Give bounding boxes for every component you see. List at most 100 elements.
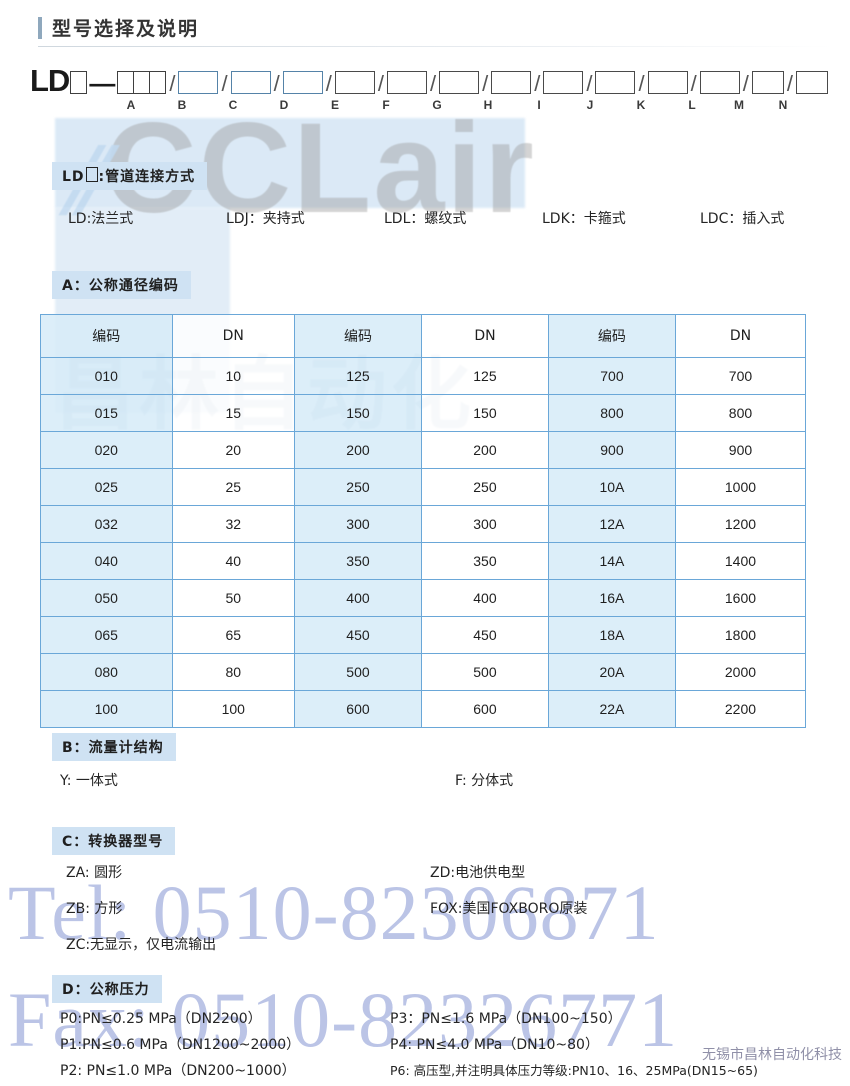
table-cell-dn: 40	[171, 542, 295, 580]
table-header-dn-2: DN	[420, 314, 549, 358]
table-cell-code: 015	[40, 394, 173, 432]
model-letter-c: C	[228, 98, 238, 112]
model-letter-f: F	[382, 98, 390, 112]
table-body: 010 10 125 125 700 700 015 15 150 150 800 800 020 20 2…	[40, 357, 807, 728]
chip-ld-prefix: LD	[62, 169, 85, 185]
model-slash-5: /	[377, 71, 384, 96]
section-chip-d: D：公称压力	[52, 975, 162, 1003]
ld-option-2: LDL：螺纹式	[384, 211, 467, 227]
table-header-dn-3: DN	[674, 314, 807, 358]
model-letter-n: N	[778, 98, 788, 112]
model-letter-b: B	[177, 98, 187, 112]
table-cell-dn: 80	[171, 653, 295, 691]
model-slash-7: /	[482, 71, 489, 96]
model-slash-9: /	[586, 71, 593, 96]
model-box-d	[282, 71, 323, 94]
section-c-right-options: ZD:电池供电型 FOX:美国FOXBORO原装	[430, 862, 587, 934]
table-cell-code: 150	[293, 394, 422, 432]
table-cell-code: 010	[40, 357, 173, 395]
table-row: 010 10 125 125 700 700	[40, 357, 807, 395]
table-cell-dn: 900	[674, 431, 807, 469]
table-cell-dn: 250	[420, 468, 549, 506]
table-cell-code: 16A	[547, 579, 676, 617]
table-cell-dn: 20	[171, 431, 295, 469]
table-header-row: 编码 DN 编码 DN 编码 DN	[40, 314, 807, 358]
table-row: 032 32 300 300 12A 1200	[40, 505, 807, 543]
model-code-letters: A B C D E F G H I J K L M N	[30, 98, 835, 114]
table-row: 050 50 400 400 16A 1600	[40, 579, 807, 617]
table-cell-dn: 125	[420, 357, 549, 395]
table-cell-code: 200	[293, 431, 422, 469]
section-chip-c: C：转换器型号	[52, 827, 176, 855]
table-cell-dn: 1400	[674, 542, 807, 580]
table-cell-dn: 450	[420, 616, 549, 654]
d-right-option-0: P3：PN≤1.6 MPa（DN100~150）	[390, 1011, 622, 1027]
table-cell-dn: 700	[674, 357, 807, 395]
model-box-m	[751, 71, 784, 94]
table-cell-dn: 800	[674, 394, 807, 432]
table-row: 065 65 450 450 18A 1800	[40, 616, 807, 654]
model-slash-2: /	[221, 71, 228, 96]
model-slash-13: /	[786, 71, 793, 96]
table-cell-code: 020	[40, 431, 173, 469]
d-left-option-0: P0:PN≤0.25 MPa（DN2200）	[60, 1011, 262, 1027]
d-right-option-2: P6: 高压型,并注明具体压力等级:PN10、16、25MPa(DN15~65)	[390, 1063, 758, 1078]
table-cell-dn: 50	[171, 579, 295, 617]
page-title: 型号选择及说明	[52, 18, 200, 40]
model-box-k	[647, 71, 688, 94]
model-slash-6: /	[429, 71, 437, 96]
page-title-block: 型号选择及说明	[38, 14, 199, 41]
table-cell-code: 800	[547, 394, 676, 432]
table-cell-dn: 200	[420, 431, 549, 469]
table-cell-dn: 65	[171, 616, 295, 654]
table-cell-code: 450	[293, 616, 422, 654]
table-cell-code: 250	[293, 468, 422, 506]
model-dash: —	[89, 68, 116, 98]
table-cell-code: 300	[293, 505, 422, 543]
model-letter-h: H	[483, 98, 493, 112]
section-b-options: Y: 一体式 F: 分体式	[60, 770, 850, 790]
table-cell-dn: 600	[420, 690, 549, 728]
model-box-b	[178, 71, 219, 94]
model-box-pipe	[70, 71, 88, 94]
table-cell-code: 032	[40, 505, 173, 543]
model-box-f	[386, 71, 427, 94]
title-divider	[38, 46, 833, 47]
title-accent-bar	[38, 16, 42, 39]
table-cell-dn: 2000	[674, 653, 807, 691]
model-box-a	[117, 71, 167, 94]
section-d-left-options: P0:PN≤0.25 MPa（DN2200） P1:PN≤0.6 MPa（DN1…	[60, 1008, 300, 1086]
section-chip-b: B：流量计结构	[52, 733, 176, 761]
table-cell-dn: 10	[171, 357, 295, 395]
b-option-1: F: 分体式	[455, 773, 514, 789]
table-header-code-3: 编码	[547, 314, 676, 358]
c-left-option-2: ZC:无显示，仅电流输出	[66, 937, 217, 953]
table-cell-code: 400	[293, 579, 422, 617]
nominal-diameter-table: 编码 DN 编码 DN 编码 DN 010 10 125 125 700 700 015 15…	[40, 314, 807, 728]
table-cell-code: 065	[40, 616, 173, 654]
table-cell-dn: 25	[171, 468, 295, 506]
table-cell-dn: 32	[171, 505, 295, 543]
model-letter-k: K	[636, 98, 646, 112]
model-box-i	[543, 71, 584, 94]
d-right-option-1: P4: PN≤4.0 MPa（DN10~80）	[390, 1037, 599, 1053]
table-cell-dn: 1000	[674, 468, 807, 506]
model-box-h	[491, 71, 532, 94]
table-cell-code: 18A	[547, 616, 676, 654]
ld-option-4: LDC：插入式	[700, 211, 785, 227]
ld-option-3: LDK：卡箍式	[542, 211, 626, 227]
table-cell-code: 125	[293, 357, 422, 395]
model-code-prefix: LD	[30, 63, 70, 98]
model-box-n	[795, 71, 828, 94]
table-cell-code: 10A	[547, 468, 676, 506]
table-cell-code: 040	[40, 542, 173, 580]
model-letter-m: M	[734, 98, 744, 112]
section-ld-options: LD:法兰式 LDJ：夹持式 LDL：螺纹式 LDK：卡箍式 LDC：插入式	[68, 208, 850, 228]
model-letter-l: L	[688, 98, 696, 112]
model-box-l	[699, 71, 740, 94]
table-cell-dn: 400	[420, 579, 549, 617]
section-chip-ld: LD:管道连接方式	[52, 162, 208, 190]
table-cell-dn: 15	[171, 394, 295, 432]
table-header-dn-1: DN	[171, 314, 295, 358]
table-cell-dn: 1200	[674, 505, 807, 543]
